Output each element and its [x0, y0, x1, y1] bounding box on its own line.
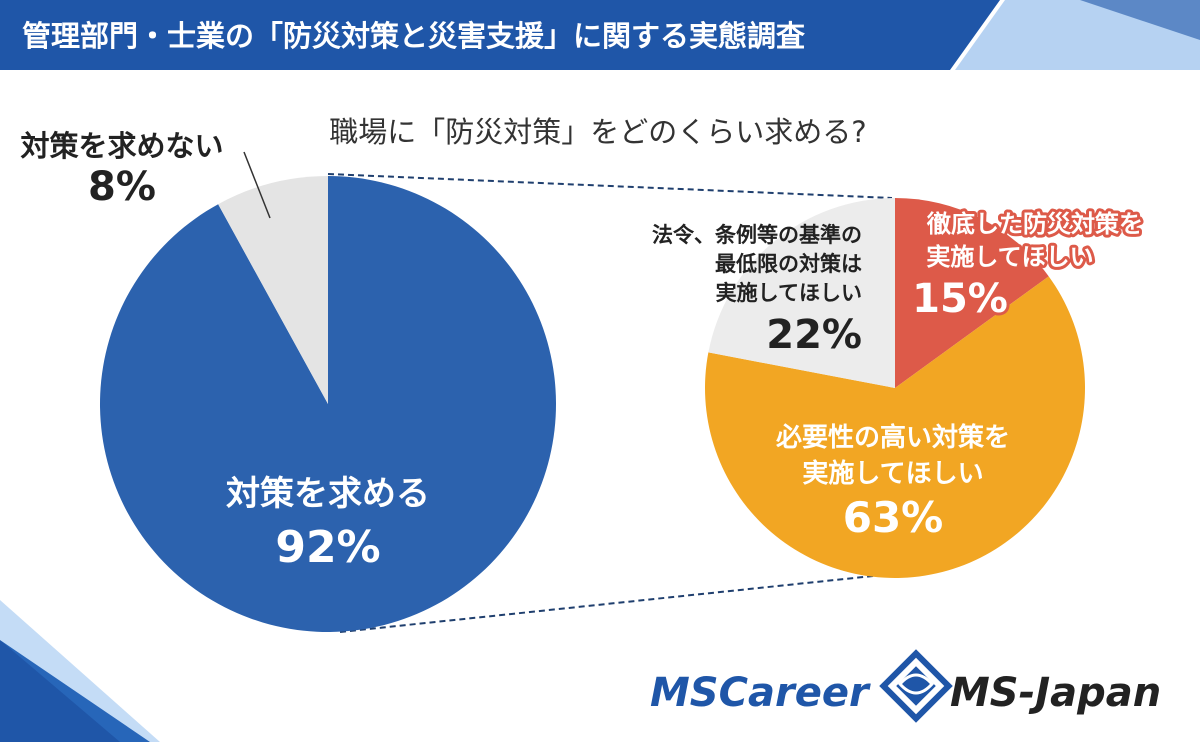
pie2-value-0: 15%	[912, 276, 1008, 322]
pie2-label-2-line-0: 法令、条例等の基準の	[652, 223, 862, 247]
connector-line-bottom	[339, 573, 893, 633]
pie1-label-0: 対策を求める	[226, 474, 430, 514]
pie1-slice-0	[99, 176, 556, 632]
pie1-value-0: 92%	[275, 522, 380, 573]
header-accent-dark	[1080, 0, 1200, 40]
pie2-slice-0	[895, 198, 1049, 388]
pie2-label-1-line-0: 必要性の高い対策を	[776, 422, 1010, 453]
msjapan-logo: MS-Japan	[950, 670, 1161, 716]
corner-decoration-light	[0, 600, 160, 742]
pie1-slice-1	[218, 176, 328, 404]
pie2-label-1-line-1: 実施してほしい	[802, 458, 983, 489]
mscareer-logo: MSCareer	[650, 670, 871, 716]
leader-line	[243, 151, 271, 219]
header-bar	[0, 0, 1000, 70]
pie2-slice-1	[705, 276, 1085, 578]
pie2-label-2-line-2: 実施してほしい	[716, 281, 862, 305]
overall-pie	[99, 176, 556, 632]
breakdown-title: 職場に「防災対策」をどのくらい求める?	[329, 115, 866, 149]
pie2-value-2: 22%	[766, 312, 862, 358]
pie2-label-0-line-0: 徹底した防災対策を	[926, 210, 1143, 238]
pie2-value-1: 63%	[843, 493, 944, 542]
pie2-label-2-line-1: 最低限の対策は	[715, 252, 862, 276]
pie1-label-1: 対策を求めない	[20, 129, 223, 163]
pie-labels: 対策を求める92%対策を求めない8%徹底した防災対策を実施してほしい15%必要性…	[20, 129, 1146, 573]
pie1-value-1: 8%	[88, 164, 156, 210]
header-banner: 管理部門・士業の「防災対策と災害支援」に関する実態調査	[0, 0, 1200, 70]
pie2-label-0-line-1: 実施してほしい	[926, 243, 1093, 271]
connector-line-top	[327, 173, 893, 199]
breakdown-pie	[705, 198, 1085, 578]
logo-area: MSCareer MS-Japan	[650, 649, 1161, 723]
header-title: 管理部門・士業の「防災対策と災害支援」に関する実態調査	[22, 19, 805, 53]
msjapan-diamond-icon	[879, 649, 953, 723]
pie2-slice-2	[708, 198, 895, 388]
corner-decoration	[0, 640, 150, 742]
